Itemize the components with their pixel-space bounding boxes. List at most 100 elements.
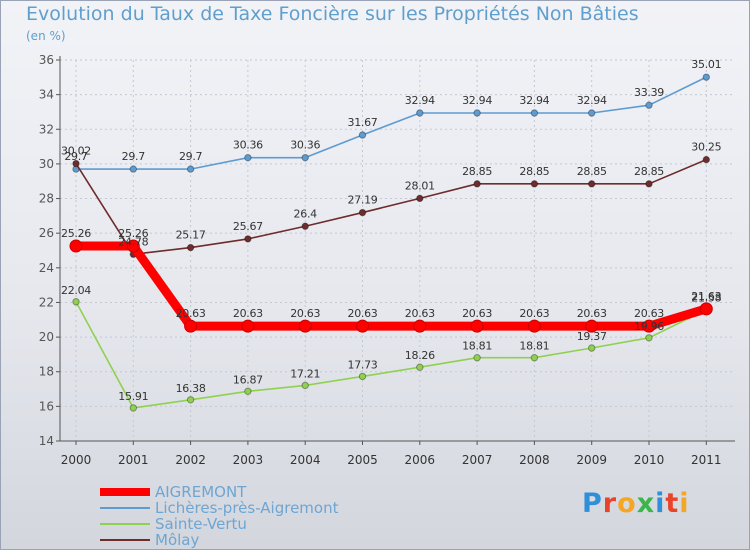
data-label: 21.58 bbox=[691, 292, 721, 305]
series-point bbox=[72, 159, 80, 168]
data-label: 33.39 bbox=[634, 86, 664, 99]
data-label: 25.17 bbox=[176, 229, 206, 242]
legend-swatch bbox=[100, 507, 150, 509]
y-tick-label: 16 bbox=[39, 399, 54, 413]
proxiti-logo: Proxiti bbox=[582, 488, 690, 519]
series-point bbox=[645, 334, 653, 342]
y-tick-label: 22 bbox=[39, 295, 54, 309]
data-label: 20.63 bbox=[348, 307, 378, 320]
data-label: 20.63 bbox=[519, 307, 549, 320]
data-label: 19.96 bbox=[634, 320, 664, 333]
data-label: 29.7 bbox=[64, 150, 88, 163]
legend-label: AIGREMONT bbox=[155, 483, 247, 501]
legend-label: Lichères-près-Aigremont bbox=[155, 499, 339, 517]
x-tick-label: 2001 bbox=[118, 453, 149, 467]
series-point bbox=[645, 101, 653, 109]
data-label: 16.87 bbox=[233, 373, 263, 386]
legend-label: Sainte-Vertu bbox=[155, 515, 247, 533]
series-point bbox=[126, 239, 140, 253]
series-point bbox=[184, 319, 198, 333]
data-label: 28.85 bbox=[519, 165, 549, 178]
data-label: 21.63 bbox=[691, 290, 721, 303]
data-label: 30.25 bbox=[691, 141, 721, 154]
data-label: 28.85 bbox=[577, 165, 607, 178]
x-tick-label: 2000 bbox=[61, 453, 92, 467]
data-label: 25.67 bbox=[233, 220, 263, 233]
series-point bbox=[530, 180, 539, 188]
data-label: 19.37 bbox=[577, 330, 607, 343]
series-line-3 bbox=[75, 158, 708, 256]
data-label: 28.85 bbox=[462, 165, 492, 178]
y-tick-label: 32 bbox=[39, 122, 54, 136]
legend-swatch bbox=[100, 523, 150, 525]
series-point bbox=[470, 319, 484, 333]
y-tick-label: 14 bbox=[39, 434, 54, 448]
y-tick-label: 36 bbox=[39, 53, 54, 67]
data-label: 32.94 bbox=[405, 94, 435, 107]
data-label: 22.04 bbox=[61, 284, 91, 297]
series-point bbox=[416, 109, 424, 117]
series-point bbox=[473, 353, 481, 362]
x-tick-label: 2005 bbox=[347, 453, 378, 467]
data-label: 18.26 bbox=[405, 349, 435, 362]
series-point bbox=[527, 319, 541, 333]
data-label: 29.7 bbox=[122, 150, 146, 163]
y-tick-label: 20 bbox=[39, 330, 54, 344]
data-label: 32.94 bbox=[462, 94, 492, 107]
series-point bbox=[301, 222, 309, 230]
data-label: 20.63 bbox=[634, 307, 664, 320]
data-label: 18.81 bbox=[519, 340, 549, 353]
series-point bbox=[69, 239, 83, 253]
series-point bbox=[186, 396, 195, 404]
series-point bbox=[473, 109, 481, 117]
series-point bbox=[72, 298, 80, 306]
series-point bbox=[413, 319, 427, 333]
data-label: 20.63 bbox=[176, 307, 206, 320]
series-point bbox=[530, 353, 539, 362]
legend-label: Môlay bbox=[155, 531, 200, 549]
series-point bbox=[585, 319, 599, 333]
series-point bbox=[301, 153, 309, 162]
data-label: 26.4 bbox=[294, 207, 318, 220]
y-tick-label: 24 bbox=[39, 261, 54, 275]
data-label: 31.67 bbox=[348, 116, 378, 129]
data-label: 30.36 bbox=[233, 139, 263, 152]
series-point bbox=[645, 180, 653, 188]
data-label: 20.63 bbox=[405, 307, 435, 320]
data-label: 27.19 bbox=[348, 194, 378, 207]
series-point bbox=[416, 363, 424, 371]
series-point bbox=[358, 208, 367, 217]
series-point bbox=[129, 165, 138, 173]
data-label: 24.78 bbox=[118, 235, 148, 248]
data-label: 15.91 bbox=[118, 390, 148, 403]
y-tick-label: 34 bbox=[39, 88, 54, 102]
data-label: 30.36 bbox=[290, 139, 320, 152]
data-label: 35.01 bbox=[691, 58, 721, 71]
data-label: 29.7 bbox=[179, 150, 203, 163]
series-point bbox=[129, 404, 138, 412]
x-tick-label: 2006 bbox=[405, 453, 436, 467]
series-line-1 bbox=[75, 76, 708, 170]
data-label: 25.26 bbox=[61, 227, 91, 240]
unit-label: (en %) bbox=[26, 29, 66, 43]
data-label: 20.63 bbox=[290, 307, 320, 320]
series-point bbox=[358, 131, 367, 139]
series-point bbox=[702, 155, 710, 164]
series-line-2 bbox=[75, 300, 708, 409]
x-tick-label: 2002 bbox=[175, 453, 206, 467]
data-label: 25.26 bbox=[118, 227, 148, 240]
data-label: 28.01 bbox=[405, 179, 435, 192]
series-point bbox=[588, 180, 596, 188]
data-label: 17.73 bbox=[348, 358, 378, 371]
data-label: 16.38 bbox=[176, 382, 206, 395]
series-point bbox=[699, 302, 713, 316]
data-label: 30.02 bbox=[61, 145, 91, 158]
x-tick-label: 2004 bbox=[290, 453, 321, 467]
data-label: 20.63 bbox=[462, 307, 492, 320]
legend-swatch bbox=[100, 539, 150, 541]
data-label: 20.63 bbox=[233, 307, 263, 320]
data-label: 28.85 bbox=[634, 165, 664, 178]
series-line-0 bbox=[71, 241, 711, 331]
